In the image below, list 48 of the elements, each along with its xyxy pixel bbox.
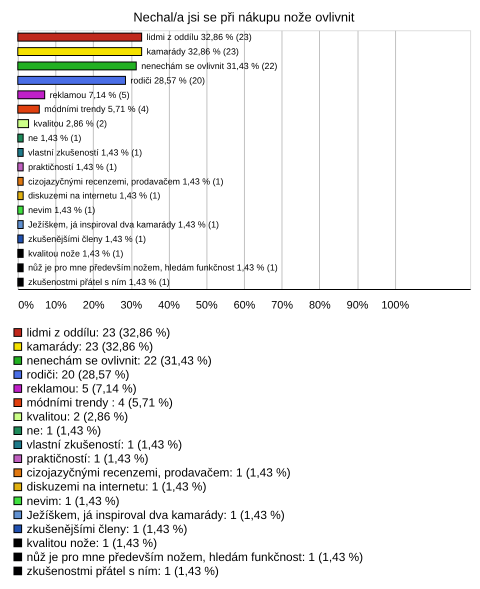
x-tick-label: 10%	[45, 299, 68, 312]
x-tick-label: 60%	[234, 299, 256, 312]
legend-label: cizojazyčnými recenzemi, prodavačem: 1 (1,43 %)	[26, 466, 291, 480]
data-label: rodiči 28,57 % (20)	[130, 75, 205, 86]
x-tick-label: 30%	[120, 299, 143, 312]
legend-label: vlastní zkušeností: 1 (1,43 %)	[26, 438, 182, 452]
x-tick-label: 100%	[381, 299, 410, 312]
x-tick-label: 20%	[82, 299, 105, 312]
data-label: zkušenějšími členy 1,43 % (1)	[28, 234, 146, 244]
x-tick-label: 40%	[158, 299, 180, 312]
legend-label: rodiči: 20 (28,57 %)	[26, 368, 130, 382]
data-label: zkušenostmi přátel s ním 1,43 % (1)	[28, 277, 170, 288]
legend-label: lidmi z oddílu: 23 (32,86 %)	[26, 325, 170, 340]
legend-label: nenechám se ovlivnit: 22 (31,43 %)	[26, 354, 212, 368]
data-label: lidmi z oddílu 32,86 % (23)	[146, 32, 252, 42]
data-label: Ježíškem, já inspiroval dva kamarády 1,43 % (1)	[28, 220, 220, 230]
legend-label: diskuzemi na internetu: 1 (1,43 %)	[26, 480, 206, 494]
x-tick-label: 50%	[196, 299, 218, 312]
x-tick-label: 90%	[346, 299, 369, 312]
data-label: reklamou 7,14 % (5)	[50, 90, 130, 100]
legend-label: módními trendy : 4 (5,71 %)	[26, 396, 173, 410]
legend-label: Ježíškem, já inspiroval dva kamarády: 1 (1,43 %)	[26, 508, 285, 522]
legend-label: nevim: 1 (1,43 %)	[26, 494, 120, 508]
data-label: kvalitou nože 1,43 % (1)	[28, 248, 124, 258]
legend-label: kamarády: 23 (32,86 %)	[26, 339, 154, 354]
x-tick-label: 0%	[18, 299, 34, 312]
legend-label: zkušenostmi přátel s ním: 1 (1,43 %)	[26, 564, 219, 578]
data-label: vlastní zkušeností 1,43 % (1)	[28, 147, 142, 158]
legend-label: nůž je pro mne především nožem, hledám funkčnost: 1 (1,43 %)	[26, 550, 364, 564]
data-label: diskuzemi na internetu 1,43 % (1)	[28, 190, 160, 201]
data-label: nůž je pro mne především nožem, hledám funkčnost 1,43 % (1)	[28, 262, 278, 273]
legend-label: zkušenějšími členy: 1 (1,43 %)	[26, 522, 188, 536]
data-label: nenechám se ovlivnit 31,43 % (22)	[141, 60, 278, 71]
data-label: nevim 1,43 % (1)	[28, 205, 96, 216]
data-label: kamarády 32,86 % (23)	[146, 46, 239, 57]
data-label: praktičností 1,43 % (1)	[28, 162, 117, 172]
data-label: ne 1,43 % (1)	[28, 133, 82, 144]
data-label: cizojazyčnými recenzemi, prodavačem 1,43 % (1)	[28, 176, 224, 186]
legend-label: kvalitou nože: 1 (1,43 %)	[26, 536, 158, 550]
legend-label: ne: 1 (1,43 %)	[26, 424, 102, 438]
data-label: kvalitou 2,86 % (2)	[33, 118, 108, 129]
legend-label: kvalitou: 2 (2,86 %)	[26, 410, 128, 424]
chart-title: Nechal/a jsi se při nákupu nože ovlivnit	[133, 9, 355, 24]
x-tick-label: 70%	[271, 299, 294, 312]
data-label: módními trendy 5,71 % (4)	[44, 104, 149, 114]
legend-label: reklamou: 5 (7,14 %)	[26, 382, 137, 396]
legend-label: praktičností: 1 (1,43 %)	[26, 452, 149, 466]
x-tick-label: 80%	[308, 299, 332, 312]
